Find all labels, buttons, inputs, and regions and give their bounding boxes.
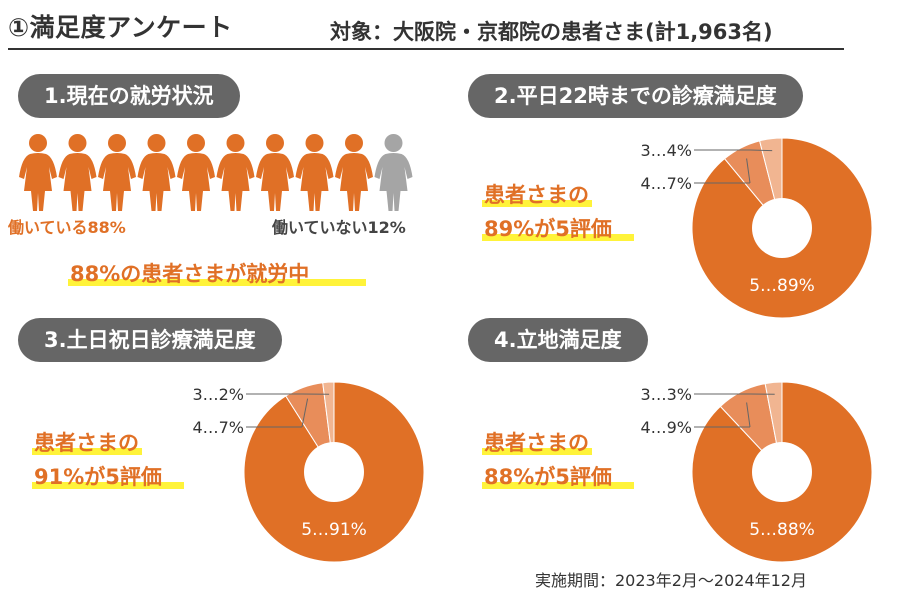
- person-working-icon: [216, 134, 255, 211]
- section1-summary: 88%の患者さまが就労中: [68, 258, 366, 288]
- donut-chart-location: 5…88% 4…9% 3…3%: [640, 381, 873, 562]
- person-working-icon: [137, 134, 176, 211]
- section1-heading: 1.現在の就労状況: [18, 74, 240, 118]
- label-4: 4…7%: [192, 418, 244, 437]
- section3-heading: 3.土日祝日診療満足度: [18, 318, 282, 362]
- person-working-icon: [19, 134, 57, 211]
- section2-callout: 患者さまの 89%が5評価: [482, 178, 634, 246]
- label-3: 3…3%: [640, 385, 692, 404]
- title-underline: [8, 48, 844, 50]
- person-not-working-icon: [374, 134, 413, 211]
- person-working-icon: [58, 134, 97, 211]
- summary-highlight: [68, 279, 366, 286]
- section3-line1: 患者さまの: [34, 431, 139, 455]
- leader-line: [746, 402, 751, 428]
- donut-chart-weekend: 5…91% 4…7% 3…2%: [192, 381, 425, 562]
- working-label: 働いている88%: [8, 218, 126, 237]
- label-5: 5…89%: [749, 276, 815, 296]
- section4-line2: 88%が5評価: [484, 465, 612, 489]
- donut-hole: [752, 442, 812, 502]
- label-5: 5…91%: [301, 520, 367, 540]
- section2-heading: 2.平日22時までの診療満足度: [468, 74, 803, 118]
- callout-highlight: [32, 448, 142, 455]
- leader-line: [746, 158, 751, 184]
- page-title: ①満足度アンケート: [8, 13, 233, 42]
- survey-period: 実施期間：2023年2月〜2024年12月: [535, 571, 807, 590]
- person-working-icon: [177, 134, 215, 211]
- section4-heading: 4.立地満足度: [468, 318, 648, 362]
- leader-line: [301, 398, 309, 428]
- callout-highlight: [482, 448, 592, 455]
- section3-callout: 患者さまの 91%が5評価: [32, 426, 184, 494]
- person-working-icon: [335, 134, 373, 211]
- person-working-icon: [295, 134, 334, 211]
- donut-chart-weekday: 5…89% 4…7% 3…4%: [640, 137, 873, 318]
- label-4: 4…7%: [640, 174, 692, 193]
- callout-highlight: [482, 234, 634, 241]
- label-3: 3…2%: [192, 385, 244, 404]
- label-5: 5…88%: [749, 520, 815, 540]
- section2-line1: 患者さまの: [484, 183, 589, 207]
- section4-callout: 患者さまの 88%が5評価: [482, 426, 634, 494]
- donut-hole: [752, 198, 812, 258]
- person-working-icon: [256, 134, 294, 211]
- section2-line2: 89%が5評価: [484, 217, 612, 241]
- section3-line2: 91%が5評価: [34, 465, 162, 489]
- callout-highlight: [32, 482, 184, 489]
- section4-line1: 患者さまの: [484, 431, 589, 455]
- leader-line: [749, 149, 773, 152]
- label-3: 3…4%: [640, 141, 692, 160]
- person-working-icon: [98, 134, 136, 211]
- callout-highlight: [482, 200, 592, 207]
- not-working-label: 働いていない12%: [272, 218, 406, 237]
- survey-target: 対象：大阪院・京都院の患者さま(計1,963名): [330, 20, 773, 44]
- people-pictogram: [19, 134, 413, 211]
- callout-highlight: [482, 482, 634, 489]
- section1-summary-text: 88%の患者さまが就労中: [70, 262, 310, 286]
- label-4: 4…9%: [640, 418, 692, 437]
- donut-hole: [304, 442, 364, 502]
